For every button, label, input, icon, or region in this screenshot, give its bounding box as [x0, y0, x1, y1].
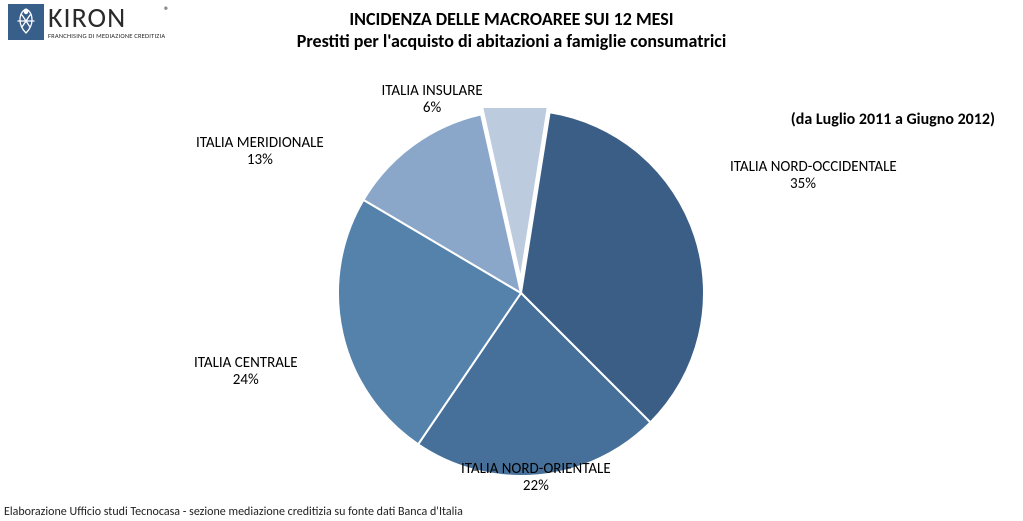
slice-label-pct: 6%	[382, 100, 483, 117]
slice-label: ITALIA INSULARE6%	[382, 83, 483, 118]
chart-title-line1: INCIDENZA DELLE MACROAREE SUI 12 MESI	[0, 8, 1023, 30]
slice-label: ITALIA NORD-ORIENTALE22%	[461, 461, 611, 496]
slice-label-pct: 13%	[196, 152, 324, 169]
chart-title-line2: Prestiti per l'acquisto di abitazioni a …	[0, 30, 1023, 52]
source-footer: Elaborazione Ufficio studi Tecnocasa - s…	[4, 505, 463, 519]
slice-label-name: ITALIA NORD-OCCIDENTALE	[730, 158, 897, 176]
slice-label: ITALIA NORD-OCCIDENTALE35%	[730, 159, 897, 194]
slice-label: ITALIA MERIDIONALE13%	[196, 135, 324, 170]
slice-label-pct: 24%	[194, 372, 298, 389]
slice-label-pct: 22%	[461, 478, 611, 495]
slice-label-pct: 35%	[790, 176, 897, 193]
slice-label-name: ITALIA NORD-ORIENTALE	[461, 460, 611, 478]
slice-label-name: ITALIA MERIDIONALE	[196, 134, 324, 152]
slice-label-name: ITALIA CENTRALE	[194, 354, 298, 372]
slice-label: ITALIA CENTRALE24%	[194, 355, 298, 390]
pie-chart	[336, 108, 706, 478]
slice-label-name: ITALIA INSULARE	[382, 82, 483, 100]
period-label: (da Luglio 2011 a Giugno 2012)	[791, 110, 995, 129]
